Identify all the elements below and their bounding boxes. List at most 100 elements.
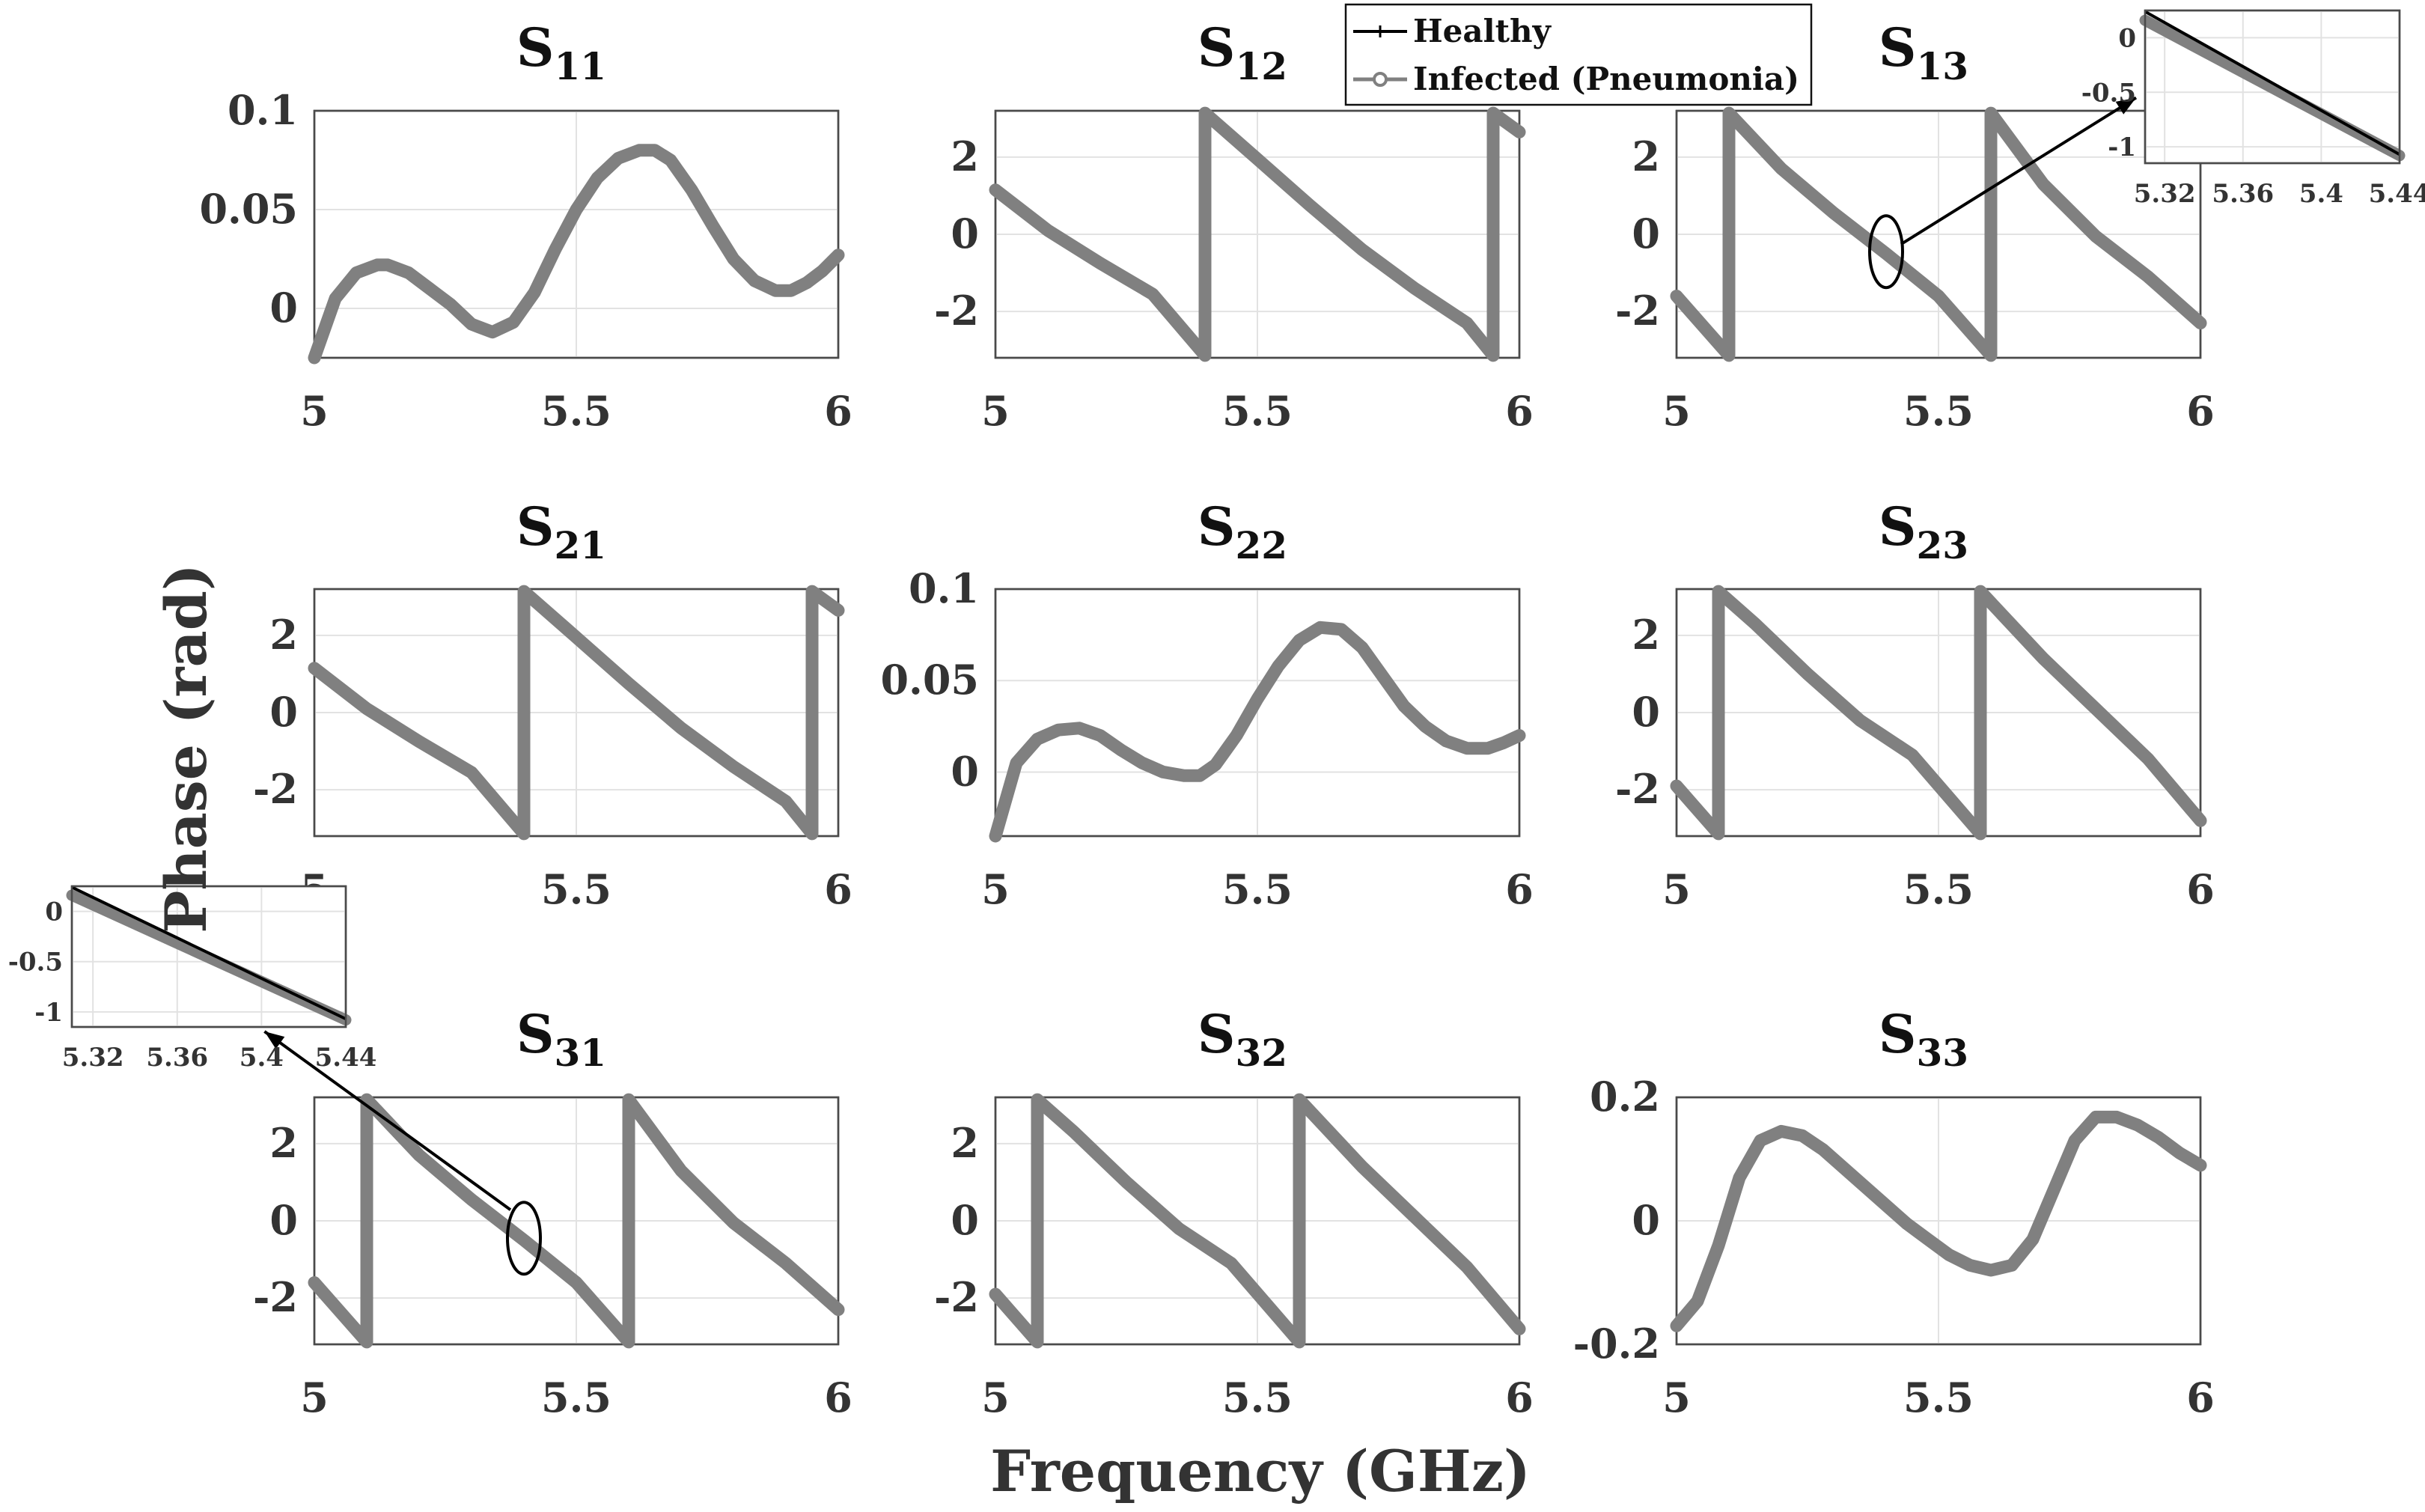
series-infected-line bbox=[1670, 585, 2207, 841]
y-tick-label: 0 bbox=[951, 747, 979, 795]
y-tick-label: 0 bbox=[1632, 1196, 1660, 1244]
y-tick-label: 0 bbox=[269, 284, 298, 332]
plot-frame bbox=[1675, 588, 2202, 838]
x-tick-label: 5 bbox=[300, 1374, 329, 1421]
x-tick-label: 6 bbox=[824, 865, 852, 913]
panel-title: S23 bbox=[1879, 496, 1968, 567]
x-tick-label: 6 bbox=[1505, 387, 1534, 435]
x-tick-label: 6 bbox=[2186, 865, 2215, 913]
panel-title-main: S bbox=[516, 1003, 555, 1065]
series-infected-line bbox=[308, 585, 845, 841]
y-tick-label: -0.2 bbox=[1573, 1320, 1660, 1368]
legend-healthy-label: Healthy bbox=[1413, 13, 1552, 49]
inset-x-tick-label: 5.36 bbox=[146, 1043, 208, 1073]
panel-title: S11 bbox=[516, 16, 606, 88]
y-tick-label: 0.2 bbox=[1590, 1073, 1660, 1121]
panel-title: S12 bbox=[1198, 16, 1287, 88]
inset-x-tick-label: 5.4 bbox=[240, 1043, 284, 1073]
x-tick-label: 6 bbox=[1505, 865, 1534, 913]
y-tick-label: 0 bbox=[269, 1196, 298, 1244]
panel-title-subscript: 31 bbox=[554, 1031, 606, 1075]
panel-title-subscript: 23 bbox=[1916, 523, 1968, 567]
inset-x-tick-label: 5.44 bbox=[2369, 179, 2425, 209]
panel-s31: 5 5.5 6 -2 0 2 S31 bbox=[253, 1003, 852, 1421]
y-tick-label: 2 bbox=[1632, 132, 1660, 180]
x-tick-label: 5 bbox=[981, 865, 1010, 913]
y-tick-label: 0 bbox=[951, 210, 979, 257]
panel-title: S31 bbox=[516, 1003, 606, 1075]
inset-s13: 5.32 5.36 5.4 5.44 0 -0.5 -1 bbox=[1868, 9, 2425, 290]
panel-s12: 5 5.5 6 -2 0 2 S12 bbox=[934, 16, 1534, 435]
x-tick-label: 5 bbox=[981, 387, 1010, 435]
x-tick-label: 5.5 bbox=[1222, 865, 1293, 913]
x-tick-label: 5.5 bbox=[1903, 865, 1974, 913]
y-tick-label: 2 bbox=[269, 611, 298, 659]
inset-y-tick-label: -1 bbox=[34, 998, 63, 1028]
x-tick-label: 6 bbox=[824, 387, 852, 435]
y-tick-label: -2 bbox=[1615, 287, 1660, 335]
plot-frame bbox=[313, 588, 840, 838]
y-tick-label: 0.05 bbox=[199, 185, 298, 233]
inset-plot-frame bbox=[2144, 9, 2401, 165]
inset-x-tick-label: 5.4 bbox=[2299, 179, 2343, 209]
y-tick-label: 0.05 bbox=[880, 656, 979, 704]
y-tick-label: 2 bbox=[1632, 611, 1660, 659]
panel-title: S21 bbox=[516, 496, 606, 567]
panel-s13: 5 5.5 6 -2 0 2 S13 bbox=[1615, 16, 2215, 435]
panel-title: S32 bbox=[1198, 1003, 1287, 1075]
legend-infected-marker bbox=[1373, 72, 1388, 87]
panel-title-main: S bbox=[516, 16, 555, 79]
insets-layer: 5.32 5.36 5.4 5.44 0 -0.5 -1 5.32 5.36 5.4 5.44 0 -0… bbox=[8, 9, 2425, 1276]
y-tick-label: 0.1 bbox=[228, 86, 298, 134]
inset-y-tick-label: 0 bbox=[45, 897, 63, 927]
panel-s33: 5 5.5 6 -0.2 0 0.2 S33 bbox=[1573, 1003, 2215, 1421]
x-tick-label: 5.5 bbox=[541, 865, 611, 913]
y-tick-label: 0 bbox=[1632, 688, 1660, 736]
y-tick-label: 0 bbox=[269, 688, 298, 736]
x-tick-label: 6 bbox=[2186, 1374, 2215, 1421]
panel-title: S22 bbox=[1198, 496, 1287, 567]
panel-title-main: S bbox=[1879, 16, 1917, 79]
y-tick-label: 2 bbox=[951, 1119, 979, 1167]
zoom-ellipse bbox=[506, 1201, 542, 1276]
y-tick-label: 0 bbox=[951, 1196, 979, 1244]
inset-y-tick-label: 0 bbox=[2118, 23, 2136, 53]
series-infected-line bbox=[308, 1093, 845, 1349]
inset-x-tick-label: 5.32 bbox=[62, 1043, 124, 1073]
inset-y-tick-label: -0.5 bbox=[2081, 78, 2136, 108]
x-tick-label: 5 bbox=[1662, 387, 1691, 435]
panel-s32: 5 5.5 6 -2 0 2 S32 bbox=[934, 1003, 1534, 1421]
series-infected-line bbox=[989, 106, 1526, 362]
panel-title-subscript: 32 bbox=[1235, 1031, 1287, 1075]
x-axis-label: Frequency (GHz) bbox=[990, 1438, 1531, 1505]
inset-y-tick-label: -1 bbox=[2108, 132, 2136, 162]
series-infected-line bbox=[308, 144, 845, 365]
plot-frame bbox=[994, 109, 1521, 359]
panel-title-subscript: 21 bbox=[554, 523, 606, 567]
x-tick-label: 5.5 bbox=[541, 1374, 611, 1421]
x-tick-label: 6 bbox=[2186, 387, 2215, 435]
x-tick-label: 5 bbox=[300, 387, 329, 435]
y-tick-label: 0 bbox=[1632, 210, 1660, 257]
zoom-arrow bbox=[1900, 96, 2138, 246]
y-axis-label: Phase (rad) bbox=[153, 564, 219, 933]
y-tick-label: 2 bbox=[951, 132, 979, 180]
zoom-arrow bbox=[263, 1030, 512, 1211]
x-tick-label: 5 bbox=[1662, 865, 1691, 913]
inset-series-healthy-line bbox=[2144, 10, 2400, 156]
inset-x-tick-label: 5.36 bbox=[2212, 179, 2274, 209]
y-tick-label: -2 bbox=[934, 287, 979, 335]
panel-title-main: S bbox=[1879, 1003, 1917, 1065]
x-tick-label: 6 bbox=[1505, 1374, 1534, 1421]
series-infected-line bbox=[989, 621, 1526, 843]
legend-infected-label: Infected (Pneumonia) bbox=[1413, 61, 1799, 97]
panel-title-subscript: 22 bbox=[1235, 523, 1287, 567]
y-tick-label: -2 bbox=[253, 765, 298, 813]
y-tick-label: 0.1 bbox=[909, 564, 979, 612]
x-tick-label: 5.5 bbox=[1903, 1374, 1974, 1421]
inset-y-tick-label: -0.5 bbox=[8, 948, 63, 978]
panel-title-subscript: 13 bbox=[1916, 44, 1968, 88]
inset-plot-frame bbox=[70, 885, 347, 1028]
